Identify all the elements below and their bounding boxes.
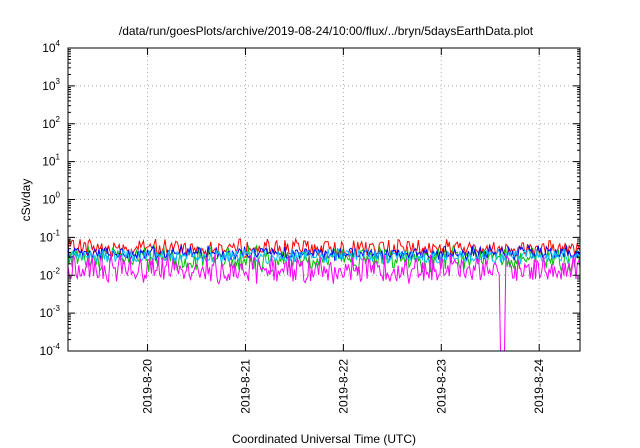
y-tick-label: 101: [42, 153, 60, 169]
x-tick-label: 2019-8-21: [238, 359, 252, 414]
y-axis: 10-4 10-3 10-2 10-1 100 101 102 103 104: [40, 39, 580, 358]
x-axis: 2019-8-20 2019-8-21 2019-8-22 2019-8-23 2019…: [141, 48, 546, 414]
y-tick-label: 10-3: [40, 304, 61, 320]
grid-lines: [68, 48, 580, 351]
series-line: [67, 243, 581, 262]
y-tick-label: 10-2: [40, 266, 61, 282]
series-line: [67, 254, 581, 352]
chart-title: /data/run/goesPlots/archive/2019-08-24/1…: [119, 24, 534, 38]
x-tick-label: 2019-8-24: [532, 359, 546, 414]
y-tick-label: 103: [42, 77, 60, 93]
series-layer: [67, 237, 581, 352]
x-tick-label: 2019-8-20: [141, 359, 155, 414]
y-tick-label: 100: [42, 191, 60, 207]
y-tick-label: 10-4: [40, 342, 61, 358]
y-tick-label: 102: [42, 115, 60, 131]
y-tick-label: 10-1: [40, 228, 61, 244]
x-tick-label: 2019-8-22: [336, 359, 350, 414]
x-tick-label: 2019-8-23: [434, 359, 448, 414]
y-tick-label: 104: [42, 39, 60, 55]
x-axis-label: Coordinated Universal Time (UTC): [232, 432, 416, 446]
y-axis-label: cSv/day: [19, 179, 33, 222]
